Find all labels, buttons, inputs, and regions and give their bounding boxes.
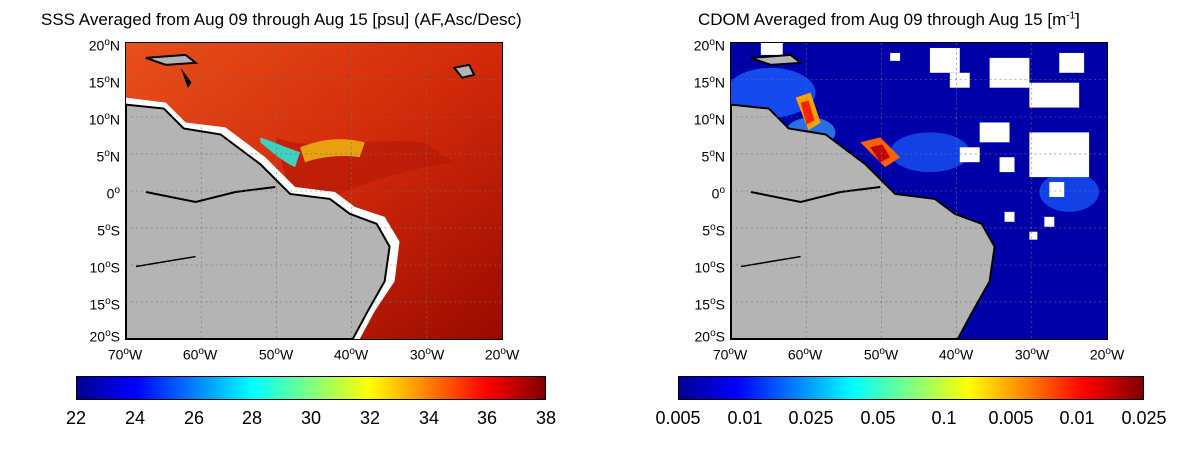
colorbar-label: 0.05 <box>860 408 896 428</box>
colorbar-label: 0.005 <box>988 408 1034 428</box>
lat-label: 5oN <box>701 148 725 165</box>
colorbar-label: 26 <box>183 408 205 428</box>
lat-label: 5oS <box>702 222 725 239</box>
lat-label: 15oS <box>89 296 120 313</box>
lon-label: 30oW <box>409 346 445 363</box>
lat-label: 0o <box>711 185 725 202</box>
sss-map <box>125 42 503 340</box>
lat-label: 5oS <box>97 222 120 239</box>
lon-label: 40oW <box>938 346 974 363</box>
colorbar-label: 0.1 <box>931 408 957 428</box>
cdom-title: CDOM Averaged from Aug 09 through Aug 15… <box>698 10 1080 29</box>
lon-label: 70oW <box>107 346 143 363</box>
colorbar-label: 0.025 <box>788 408 834 428</box>
lon-label: 20oW <box>1089 346 1125 363</box>
cdom-colorbar <box>678 376 1144 400</box>
cdom-panel: CDOM Averaged from Aug 09 through Aug 15… <box>640 0 1200 450</box>
lat-label: 10oS <box>694 259 725 276</box>
colorbar-label: 28 <box>241 408 263 428</box>
colorbar-label: 34 <box>418 408 440 428</box>
lon-label: 60oW <box>787 346 823 363</box>
lon-label: 70oW <box>712 346 748 363</box>
colorbar-label: 22 <box>65 408 87 428</box>
lat-label: 10oN <box>88 111 120 128</box>
colorbar-label: 38 <box>535 408 557 428</box>
colorbar-label: 30 <box>300 408 322 428</box>
colorbar-label: 32 <box>359 408 381 428</box>
colorbar-label: 0.005 <box>655 408 701 428</box>
cdom-land <box>731 103 996 339</box>
lon-label: 40oW <box>333 346 369 363</box>
sss-panel: SSS Averaged from Aug 09 through Aug 15 … <box>0 0 560 450</box>
lon-label: 20oW <box>484 346 520 363</box>
lon-label: 50oW <box>258 346 294 363</box>
lat-label: 0o <box>106 185 120 202</box>
lat-label: 20oS <box>89 328 120 345</box>
sss-land <box>126 103 391 339</box>
lat-label: 20oN <box>693 37 725 54</box>
lat-label: 15oN <box>693 74 725 91</box>
colorbar-label: 0.025 <box>1121 408 1167 428</box>
lat-label: 15oN <box>88 74 120 91</box>
lon-label: 60oW <box>182 346 218 363</box>
sss-colorbar <box>76 376 546 400</box>
lat-label: 10oN <box>693 111 725 128</box>
lat-label: 5oN <box>96 148 120 165</box>
cdom-map <box>730 42 1108 340</box>
lat-label: 20oS <box>694 328 725 345</box>
lat-label: 15oS <box>694 296 725 313</box>
lon-label: 30oW <box>1014 346 1050 363</box>
lon-label: 50oW <box>863 346 899 363</box>
sss-title: SSS Averaged from Aug 09 through Aug 15 … <box>41 10 522 29</box>
colorbar-label: 24 <box>124 408 146 428</box>
colorbar-label: 0.01 <box>727 408 763 428</box>
colorbar-label: 36 <box>476 408 498 428</box>
colorbar-label: 0.01 <box>1059 408 1095 428</box>
lat-label: 10oS <box>89 259 120 276</box>
lat-label: 20oN <box>88 37 120 54</box>
